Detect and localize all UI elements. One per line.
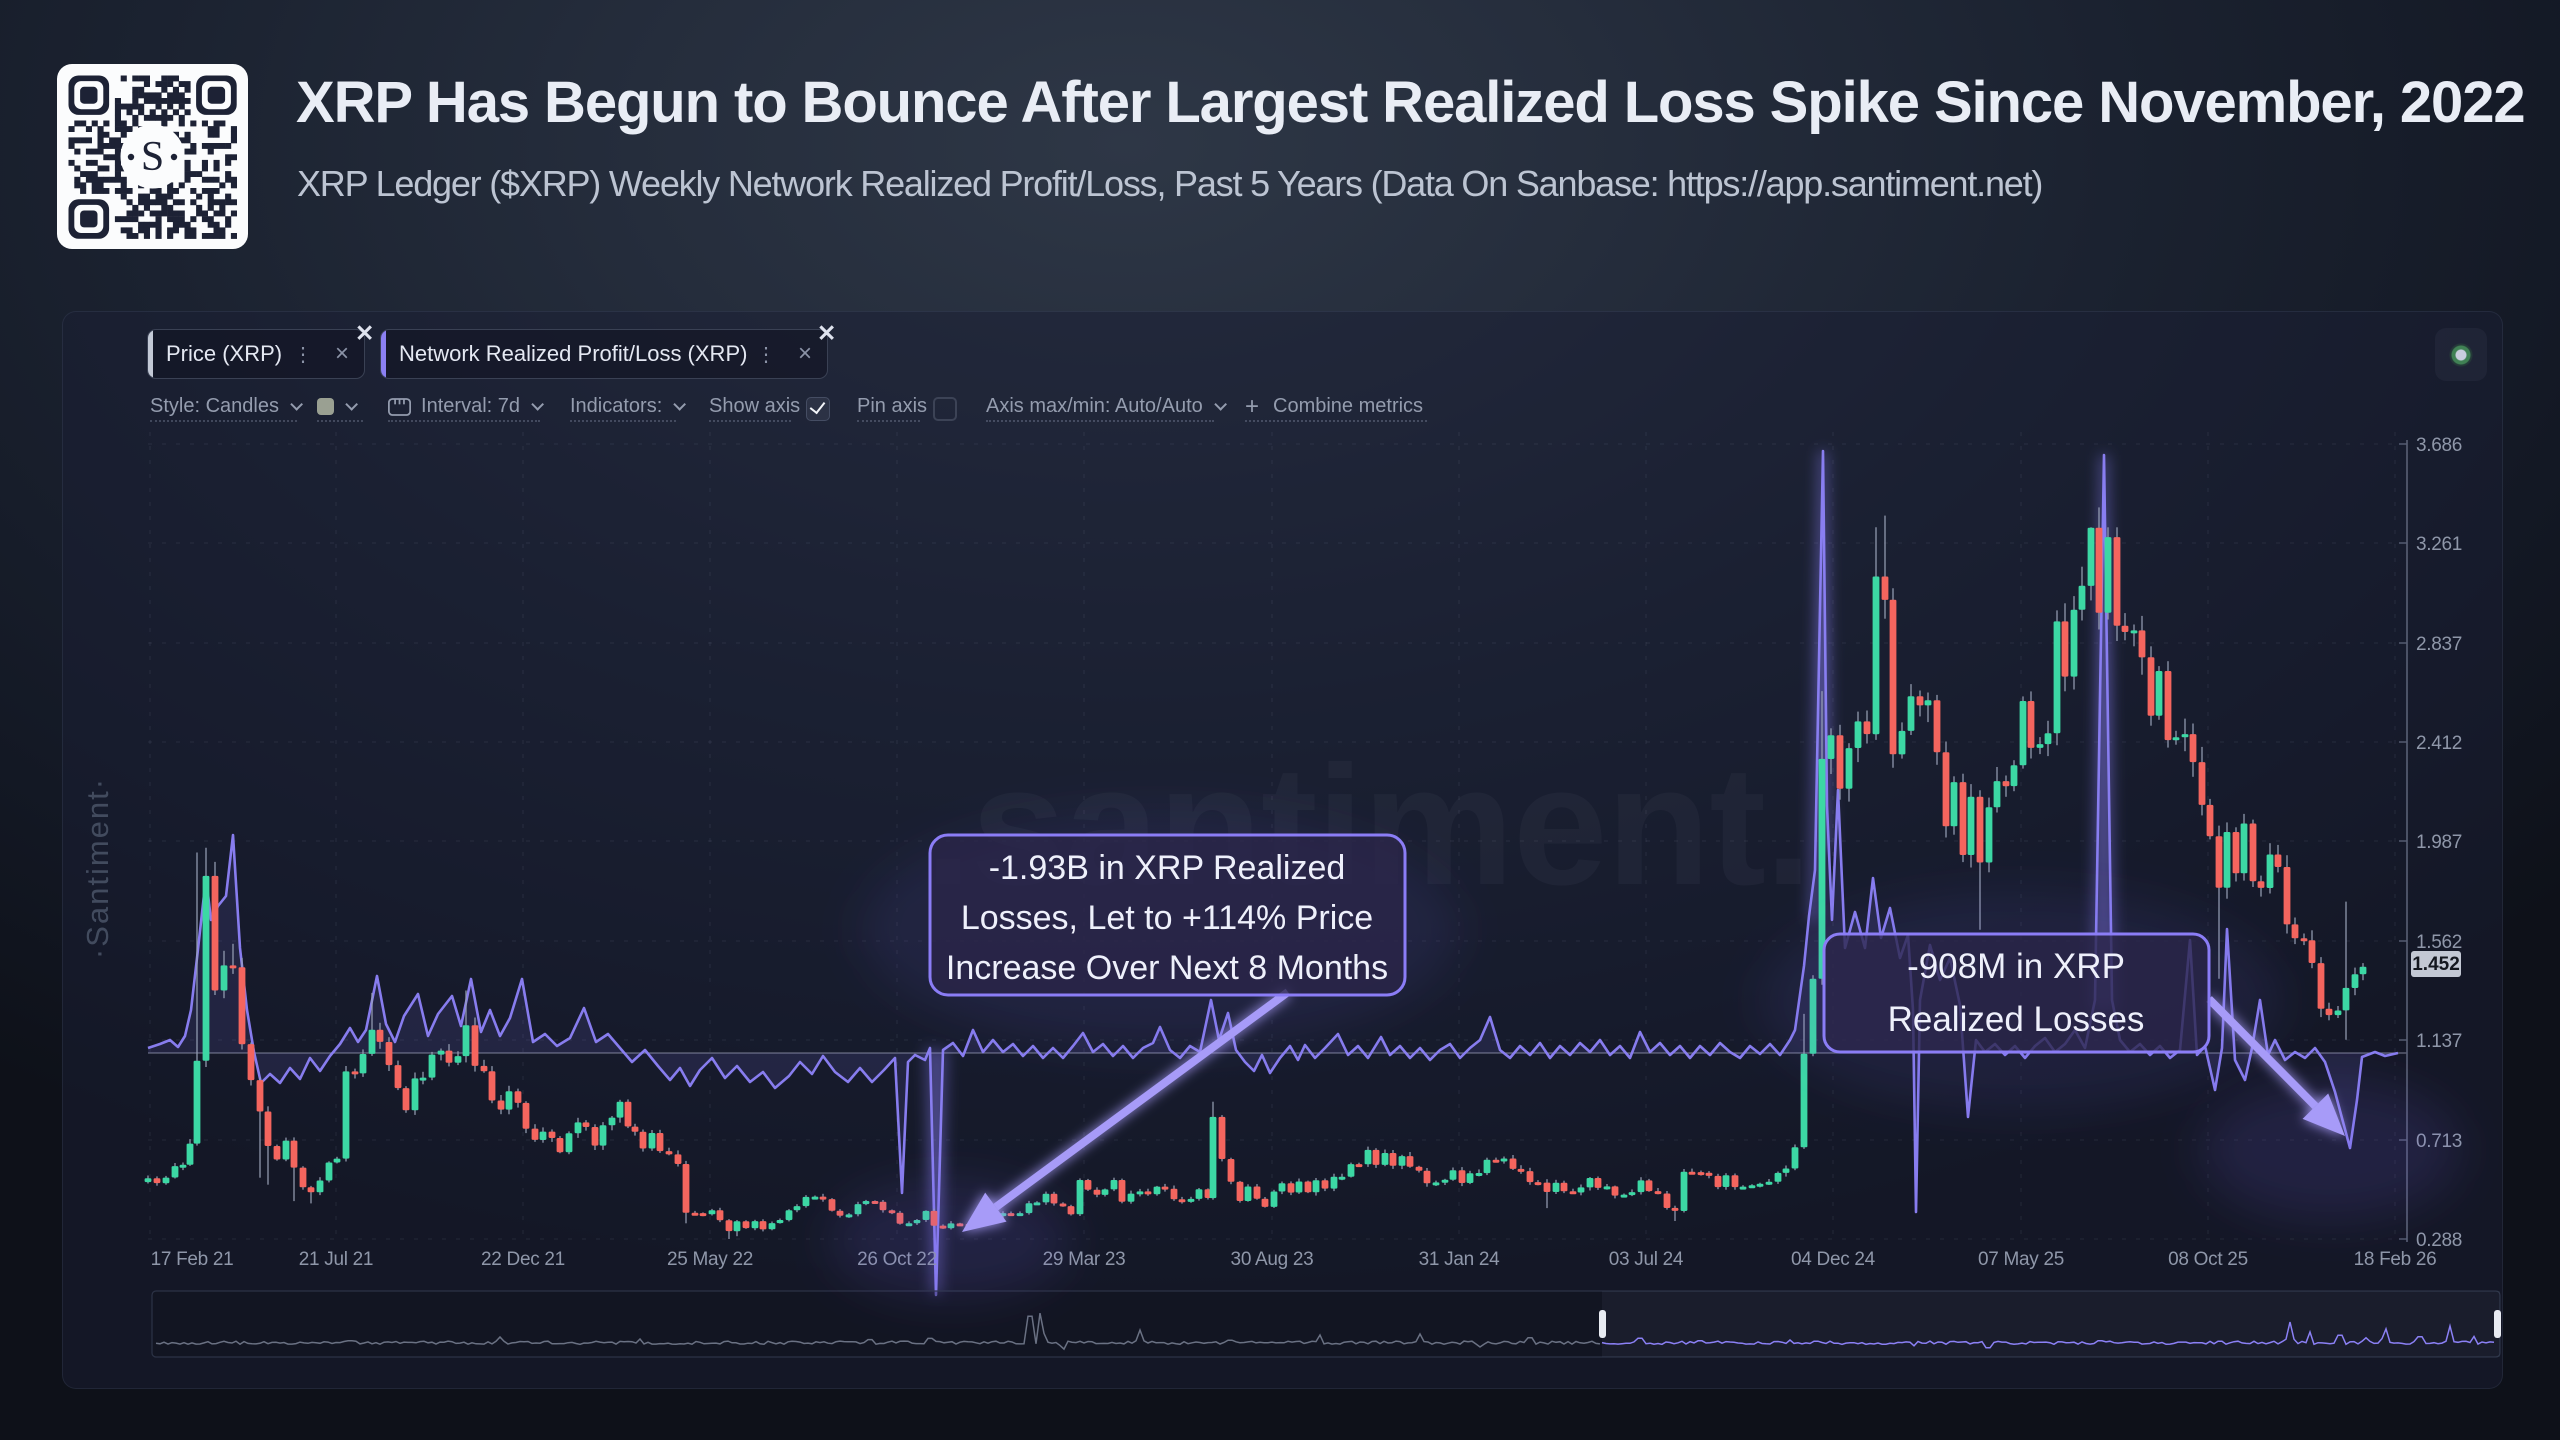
svg-text:22 Dec 21: 22 Dec 21: [481, 1249, 565, 1270]
svg-text:18 Feb 26: 18 Feb 26: [2354, 1249, 2437, 1270]
svg-text:04 Dec 24: 04 Dec 24: [1791, 1249, 1876, 1270]
svg-text:25 May 22: 25 May 22: [667, 1249, 753, 1270]
svg-text:17 Feb 21: 17 Feb 21: [151, 1249, 234, 1270]
svg-text:1.452: 1.452: [2412, 954, 2460, 975]
svg-text:0.288: 0.288: [2416, 1230, 2462, 1251]
svg-text:31 Jan 24: 31 Jan 24: [1419, 1249, 1500, 1270]
svg-text:07 May 25: 07 May 25: [1978, 1249, 2064, 1270]
svg-text:3.261: 3.261: [2416, 534, 2462, 555]
svg-text:08 Oct 25: 08 Oct 25: [2168, 1249, 2248, 1270]
svg-text:1.137: 1.137: [2416, 1031, 2462, 1052]
svg-text:21 Jul 21: 21 Jul 21: [299, 1249, 373, 1270]
svg-text:-908M in XRP: -908M in XRP: [1907, 947, 2125, 986]
svg-text:1.987: 1.987: [2416, 832, 2462, 853]
svg-text:3.686: 3.686: [2416, 435, 2462, 456]
svg-text:S: S: [141, 134, 164, 180]
svg-text:Increase Over Next 8 Months: Increase Over Next 8 Months: [946, 949, 1388, 987]
svg-text:2.837: 2.837: [2416, 634, 2462, 655]
svg-text:Realized Losses: Realized Losses: [1888, 1000, 2145, 1039]
svg-text:Losses, Let to +114% Price: Losses, Let to +114% Price: [961, 899, 1373, 937]
svg-text:1.562: 1.562: [2416, 932, 2462, 953]
svg-text:2.412: 2.412: [2416, 733, 2462, 754]
svg-text:30 Aug 23: 30 Aug 23: [1231, 1249, 1314, 1270]
svg-text:03 Jul 24: 03 Jul 24: [1609, 1249, 1684, 1270]
svg-text:-1.93B in XRP Realized: -1.93B in XRP Realized: [989, 849, 1346, 887]
